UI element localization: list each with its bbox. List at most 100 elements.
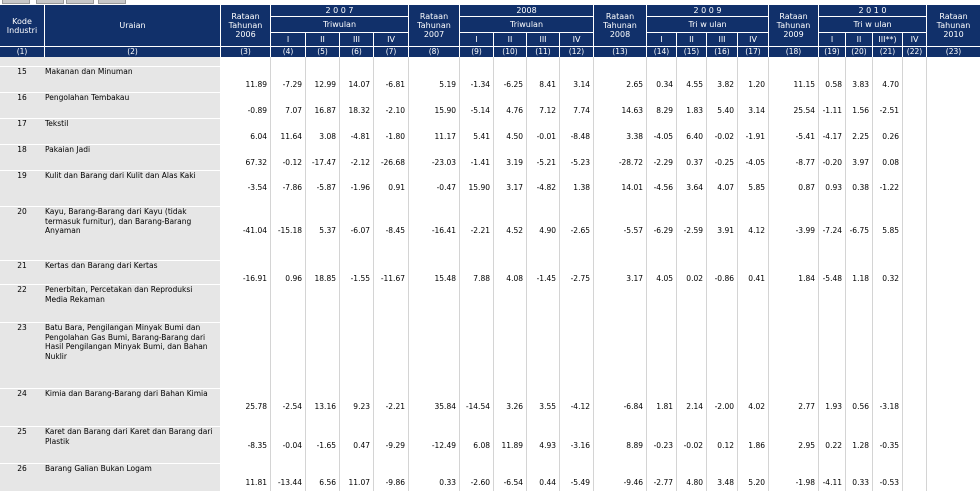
value-cell: 4.76 bbox=[506, 106, 523, 115]
value-cell: 3.55 bbox=[539, 402, 556, 411]
value-cell: 3.91 bbox=[717, 226, 734, 235]
value-cell: 1.28 bbox=[852, 441, 869, 450]
column-number: (18) bbox=[768, 46, 818, 57]
table-row: 25 Karet dan Barang dari Karet dan Barang… bbox=[0, 427, 980, 464]
table-row: 18 Pakaian Jadi 67.32 -0.12 -17.47 -2.12 -26.6… bbox=[0, 145, 980, 171]
grid-line bbox=[270, 57, 271, 491]
table-row: 22 Penerbitan, Percetakan dan Reproduksi … bbox=[0, 285, 980, 323]
value-cell: 0.91 bbox=[388, 183, 405, 192]
value-cell: 7.74 bbox=[573, 106, 590, 115]
value-cell: 16.87 bbox=[314, 106, 336, 115]
header-q3-2008: III bbox=[526, 33, 559, 46]
value-cell: 1.86 bbox=[748, 441, 765, 450]
header-rataan-2008: Rataan Tahunan 2008 bbox=[593, 5, 646, 46]
value-cell: 4.05 bbox=[656, 274, 673, 283]
header-divider bbox=[270, 16, 408, 17]
value-cell: 11.15 bbox=[793, 80, 815, 89]
row-separator bbox=[0, 206, 220, 207]
value-cell: -0.01 bbox=[536, 132, 556, 141]
value-cell: 6.56 bbox=[319, 478, 336, 487]
value-cell: 18.85 bbox=[314, 274, 336, 283]
value-cell: -5.57 bbox=[623, 226, 643, 235]
value-cell: 5.85 bbox=[882, 226, 899, 235]
industry-name: Makanan dan Minuman bbox=[45, 67, 133, 76]
header-year-2010: 2 0 1 0 bbox=[818, 5, 926, 16]
header-divider bbox=[646, 32, 768, 33]
value-cell: -4.05 bbox=[745, 158, 765, 167]
grid-line bbox=[768, 57, 769, 491]
value-cell: 1.56 bbox=[852, 106, 869, 115]
row-separator bbox=[0, 260, 220, 261]
header-rataan-2009: Rataan Tahunan 2009 bbox=[768, 5, 818, 46]
grid-line bbox=[926, 57, 927, 491]
value-cell: 0.87 bbox=[798, 183, 815, 192]
value-cell: 0.22 bbox=[825, 441, 842, 450]
value-cell: 2.77 bbox=[798, 402, 815, 411]
value-cell: 15.90 bbox=[468, 183, 490, 192]
grid-line bbox=[493, 57, 494, 491]
value-cell: -0.02 bbox=[714, 132, 734, 141]
header-q1-2008: I bbox=[459, 33, 493, 46]
value-cell: -2.59 bbox=[683, 226, 703, 235]
value-cell: 1.84 bbox=[798, 274, 815, 283]
row-separator bbox=[0, 118, 220, 119]
value-cell: 2.25 bbox=[852, 132, 869, 141]
header-divider bbox=[646, 16, 768, 17]
value-cell: -13.44 bbox=[277, 478, 302, 487]
value-cell: 2.65 bbox=[626, 80, 643, 89]
value-cell: -16.41 bbox=[431, 226, 456, 235]
header-rataan-2010: Rataan Tahunan 2010 bbox=[926, 5, 980, 46]
value-cell: -1.96 bbox=[350, 183, 370, 192]
industry-name: Pengolahan Tembakau bbox=[45, 93, 130, 102]
value-cell: 4.02 bbox=[748, 402, 765, 411]
industry-code: 24 bbox=[17, 389, 27, 398]
value-cell: -2.00 bbox=[714, 402, 734, 411]
column-number: (14) bbox=[646, 46, 676, 57]
value-cell: 4.12 bbox=[748, 226, 765, 235]
value-cell: -2.21 bbox=[470, 226, 490, 235]
row-separator bbox=[0, 92, 220, 93]
table-body: 15 Makanan dan Minuman 11.89 -7.29 12.99 14.0… bbox=[0, 57, 980, 491]
value-cell: 0.96 bbox=[285, 274, 302, 283]
industry-name: Barang Galian Bukan Logam bbox=[45, 464, 152, 473]
value-cell: -6.81 bbox=[385, 80, 405, 89]
row-separator bbox=[0, 170, 220, 171]
value-cell: -2.65 bbox=[570, 226, 590, 235]
row-separator bbox=[0, 284, 220, 285]
value-cell: -1.41 bbox=[470, 158, 490, 167]
header-year-2008: 2008 bbox=[459, 5, 593, 16]
value-cell: -1.22 bbox=[879, 183, 899, 192]
row-separator bbox=[0, 322, 220, 323]
toolbar-tab[interactable] bbox=[2, 0, 30, 4]
toolbar-tab[interactable] bbox=[98, 0, 126, 4]
value-cell: -4.12 bbox=[570, 402, 590, 411]
value-cell: -0.04 bbox=[282, 441, 302, 450]
industry-name: Penerbitan, Percetakan dan Reproduksi Me… bbox=[45, 285, 193, 304]
value-cell: 1.81 bbox=[656, 402, 673, 411]
header-rataan-2007: Rataan Tahunan 2007 bbox=[408, 5, 459, 46]
column-number: (22) bbox=[902, 46, 926, 57]
value-cell: -5.49 bbox=[570, 478, 590, 487]
value-cell: 3.48 bbox=[717, 478, 734, 487]
value-cell: -6.07 bbox=[350, 226, 370, 235]
label-column-shade bbox=[0, 57, 220, 491]
value-cell: 1.38 bbox=[573, 183, 590, 192]
column-number: (10) bbox=[493, 46, 526, 57]
column-number: (8) bbox=[408, 46, 459, 57]
value-cell: 0.56 bbox=[852, 402, 869, 411]
value-cell: -4.17 bbox=[822, 132, 842, 141]
value-cell: 8.89 bbox=[626, 441, 643, 450]
value-cell: -6.25 bbox=[503, 80, 523, 89]
value-cell: 5.40 bbox=[717, 106, 734, 115]
value-cell: 12.99 bbox=[314, 80, 336, 89]
value-cell: -1.98 bbox=[795, 478, 815, 487]
value-cell: 3.14 bbox=[573, 80, 590, 89]
toolbar-tab[interactable] bbox=[66, 0, 94, 4]
value-cell: 11.17 bbox=[434, 132, 456, 141]
toolbar-tab[interactable] bbox=[36, 0, 64, 4]
grid-line bbox=[339, 57, 340, 491]
value-cell: 11.89 bbox=[245, 80, 267, 89]
grid-line bbox=[872, 57, 873, 491]
column-number: (19) bbox=[818, 46, 845, 57]
value-cell: 4.70 bbox=[882, 80, 899, 89]
